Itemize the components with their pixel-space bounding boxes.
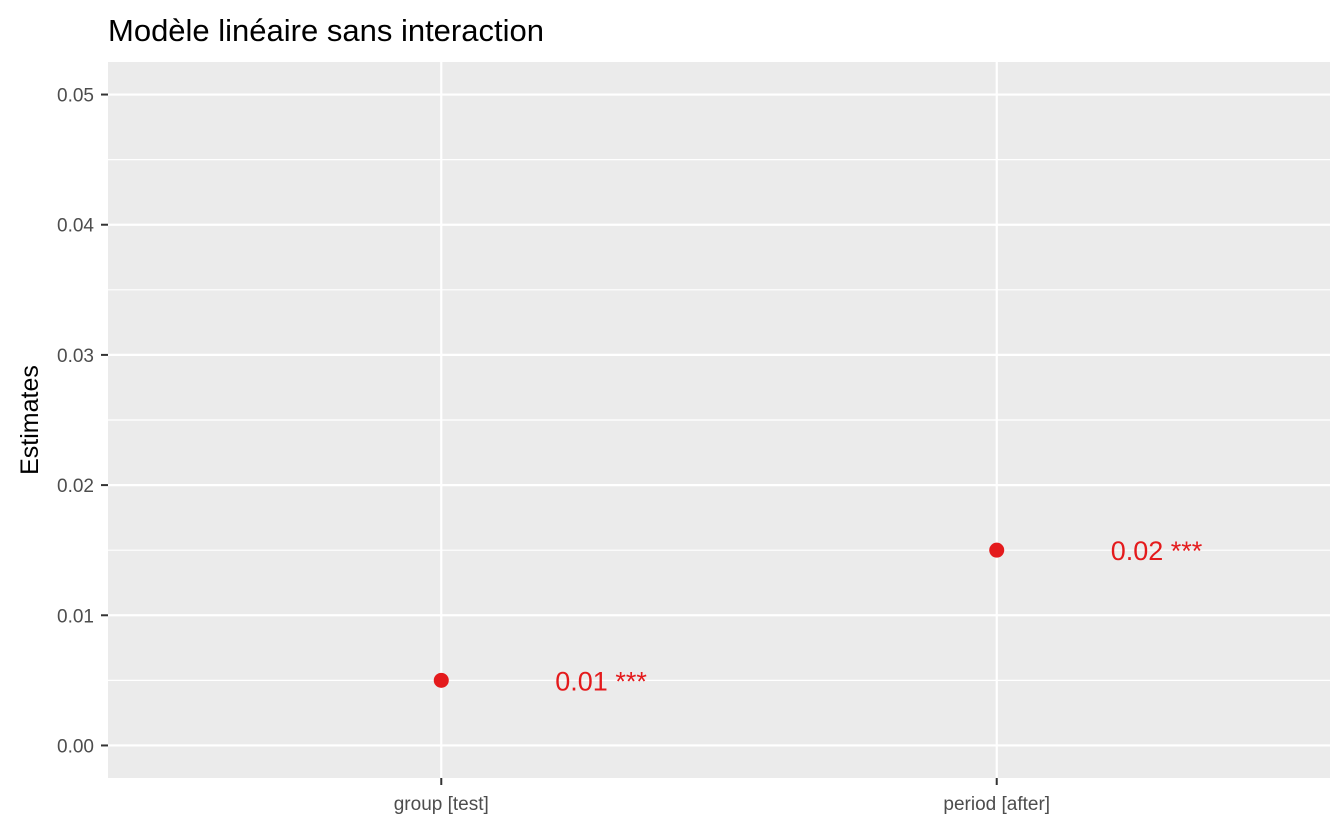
data-points bbox=[433, 542, 1005, 688]
x-axis: group [test] period [after] bbox=[394, 778, 1050, 815]
x-tick-label: group [test] bbox=[394, 794, 489, 815]
y-tick-label: 0.02 bbox=[57, 476, 94, 497]
data-label: 0.02 *** bbox=[1111, 536, 1203, 566]
y-tick-label: 0.00 bbox=[57, 736, 94, 757]
major-gridlines bbox=[108, 62, 1330, 778]
y-tick-label: 0.01 bbox=[57, 606, 94, 627]
x-tick-label: period [after] bbox=[943, 794, 1050, 815]
y-tick-label: 0.04 bbox=[57, 216, 94, 237]
data-labels: 0.01 *** 0.02 *** bbox=[555, 536, 1203, 696]
y-tick-label: 0.03 bbox=[57, 346, 94, 367]
minor-gridlines bbox=[108, 159, 1330, 681]
data-point bbox=[433, 672, 449, 688]
y-axis: 0.00 0.01 0.02 0.03 0.04 0.05 bbox=[57, 86, 108, 757]
y-tick-label: 0.05 bbox=[57, 86, 94, 107]
chart-title: Modèle linéaire sans interaction bbox=[108, 13, 544, 48]
y-axis-label: Estimates bbox=[16, 365, 44, 475]
data-point bbox=[989, 542, 1005, 558]
data-label: 0.01 *** bbox=[555, 666, 647, 696]
